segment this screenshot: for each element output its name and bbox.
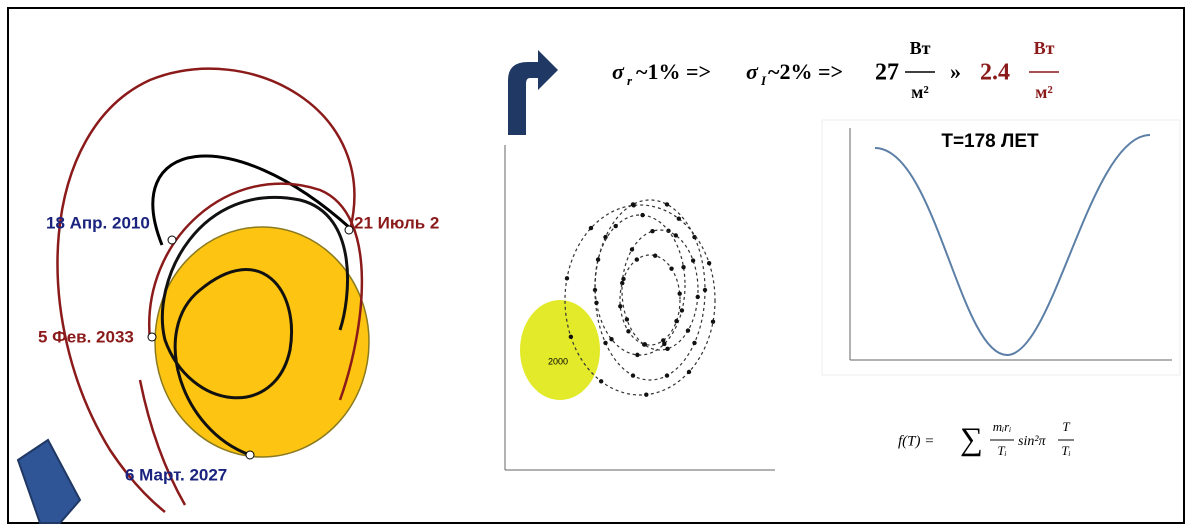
orbit-dot xyxy=(599,379,603,383)
formula-text: 2.4 xyxy=(980,60,1010,86)
orbit-dot xyxy=(696,295,700,299)
orbit-dot xyxy=(665,202,669,206)
orbit-dot xyxy=(632,203,636,207)
orbit-label: 21 Июль 2 xyxy=(354,213,439,232)
sun-label: 2000 xyxy=(548,356,568,366)
plot-title: T=178 ЛЕТ xyxy=(941,131,1039,152)
orbit-dot xyxy=(565,276,569,280)
formula-text: ~2% => xyxy=(768,59,843,84)
orbit-point xyxy=(345,226,353,234)
orbit-dot xyxy=(635,257,639,261)
formula-text: ∑ xyxy=(960,420,983,456)
orbit-dot xyxy=(665,373,669,377)
formula-text: 27 xyxy=(875,60,899,86)
orbit-label: 18 Апр. 2010 xyxy=(46,213,150,232)
orbit-dot xyxy=(644,392,648,396)
orbit-dot xyxy=(635,353,639,357)
orbit-dot xyxy=(643,342,647,346)
orbit-label: 5 Фев. 2033 xyxy=(38,327,134,346)
formula-text: I xyxy=(760,73,767,88)
orbit-dot xyxy=(589,226,593,230)
orbit-point xyxy=(246,451,254,459)
orbit-dot xyxy=(603,235,607,239)
orbit-dot xyxy=(594,301,598,305)
orbit-dot xyxy=(677,217,681,221)
formula-text: σ xyxy=(746,59,759,84)
orbit-dot xyxy=(630,247,634,251)
orbit-dot xyxy=(626,329,630,333)
formula-text: σ xyxy=(612,59,625,84)
orbit-dot xyxy=(653,253,657,257)
orbit-dot xyxy=(618,304,622,308)
orbit-dot xyxy=(631,373,635,377)
orbit-dot xyxy=(613,224,617,228)
orbit-dot xyxy=(680,308,684,312)
formula-text: Вт xyxy=(1034,38,1055,58)
orbit-dot xyxy=(707,261,711,265)
formula-text: » xyxy=(950,59,961,84)
orbit-dot xyxy=(703,288,707,292)
slide: 18 Апр. 2010 21 Июль 2 5 Фев. 2033 6 Мар… xyxy=(0,0,1192,531)
formula-text: м² xyxy=(1035,82,1053,102)
orbit-dot xyxy=(609,337,613,341)
orbit-dot xyxy=(674,233,678,237)
orbit-point xyxy=(148,333,156,341)
orbit-label: 6 Март. 2027 xyxy=(125,465,227,484)
formula-text: м² xyxy=(911,82,929,102)
orbit-dot xyxy=(674,319,678,323)
orbit-dot xyxy=(569,335,573,339)
orbit-dot xyxy=(692,341,696,345)
orbit-dot xyxy=(669,266,673,270)
orbit-dot xyxy=(681,265,685,269)
orbit-dot xyxy=(661,338,665,342)
orbit-dot xyxy=(686,328,690,332)
formula-text: mᵢrᵢ xyxy=(993,419,1012,434)
orbit-dot xyxy=(603,341,607,345)
orbit-dot xyxy=(711,319,715,323)
orbit-dot xyxy=(621,277,625,281)
orbit-dot xyxy=(691,258,695,262)
orbit-dot xyxy=(640,213,644,217)
sun xyxy=(155,227,369,457)
formula-text: ~1% => xyxy=(636,59,711,84)
plot-frame xyxy=(822,120,1180,375)
formula-text: sin²π xyxy=(1018,434,1047,449)
orbit-dot xyxy=(625,317,629,321)
sun xyxy=(520,300,600,400)
orbit-dot xyxy=(596,257,600,261)
formula-text: T xyxy=(1062,419,1070,434)
orbit-dot xyxy=(650,229,654,233)
orbit-dot xyxy=(677,291,681,295)
orbit-dot xyxy=(665,347,669,351)
formula-text: Вт xyxy=(910,38,931,58)
orbit-dot xyxy=(687,370,691,374)
formula-text: Tᵢ xyxy=(997,443,1006,458)
orbit-point xyxy=(168,236,176,244)
formula-text: Tᵢ xyxy=(1061,443,1070,458)
formula-text: f(T) = xyxy=(898,433,934,449)
